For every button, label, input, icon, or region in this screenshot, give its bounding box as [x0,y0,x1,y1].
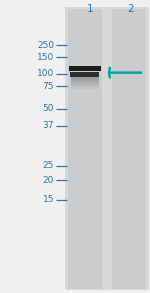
Text: 50: 50 [42,105,54,113]
Text: 20: 20 [43,176,54,185]
Text: 37: 37 [42,122,54,130]
Bar [69,66,101,71]
Bar [71,77,99,79]
Bar [65,7,149,290]
Bar [71,81,99,83]
Text: 2: 2 [127,4,134,14]
Bar [71,83,99,85]
Text: 100: 100 [37,69,54,78]
Bar [112,9,146,289]
Text: 75: 75 [42,82,54,91]
Bar [68,9,102,289]
Text: 25: 25 [43,161,54,170]
Text: 15: 15 [42,195,54,204]
Text: 1: 1 [87,4,93,14]
Bar [70,72,99,77]
Text: 150: 150 [37,53,54,62]
Bar [71,87,99,89]
Bar [71,79,99,81]
Text: 250: 250 [37,41,54,50]
Bar [71,85,99,87]
